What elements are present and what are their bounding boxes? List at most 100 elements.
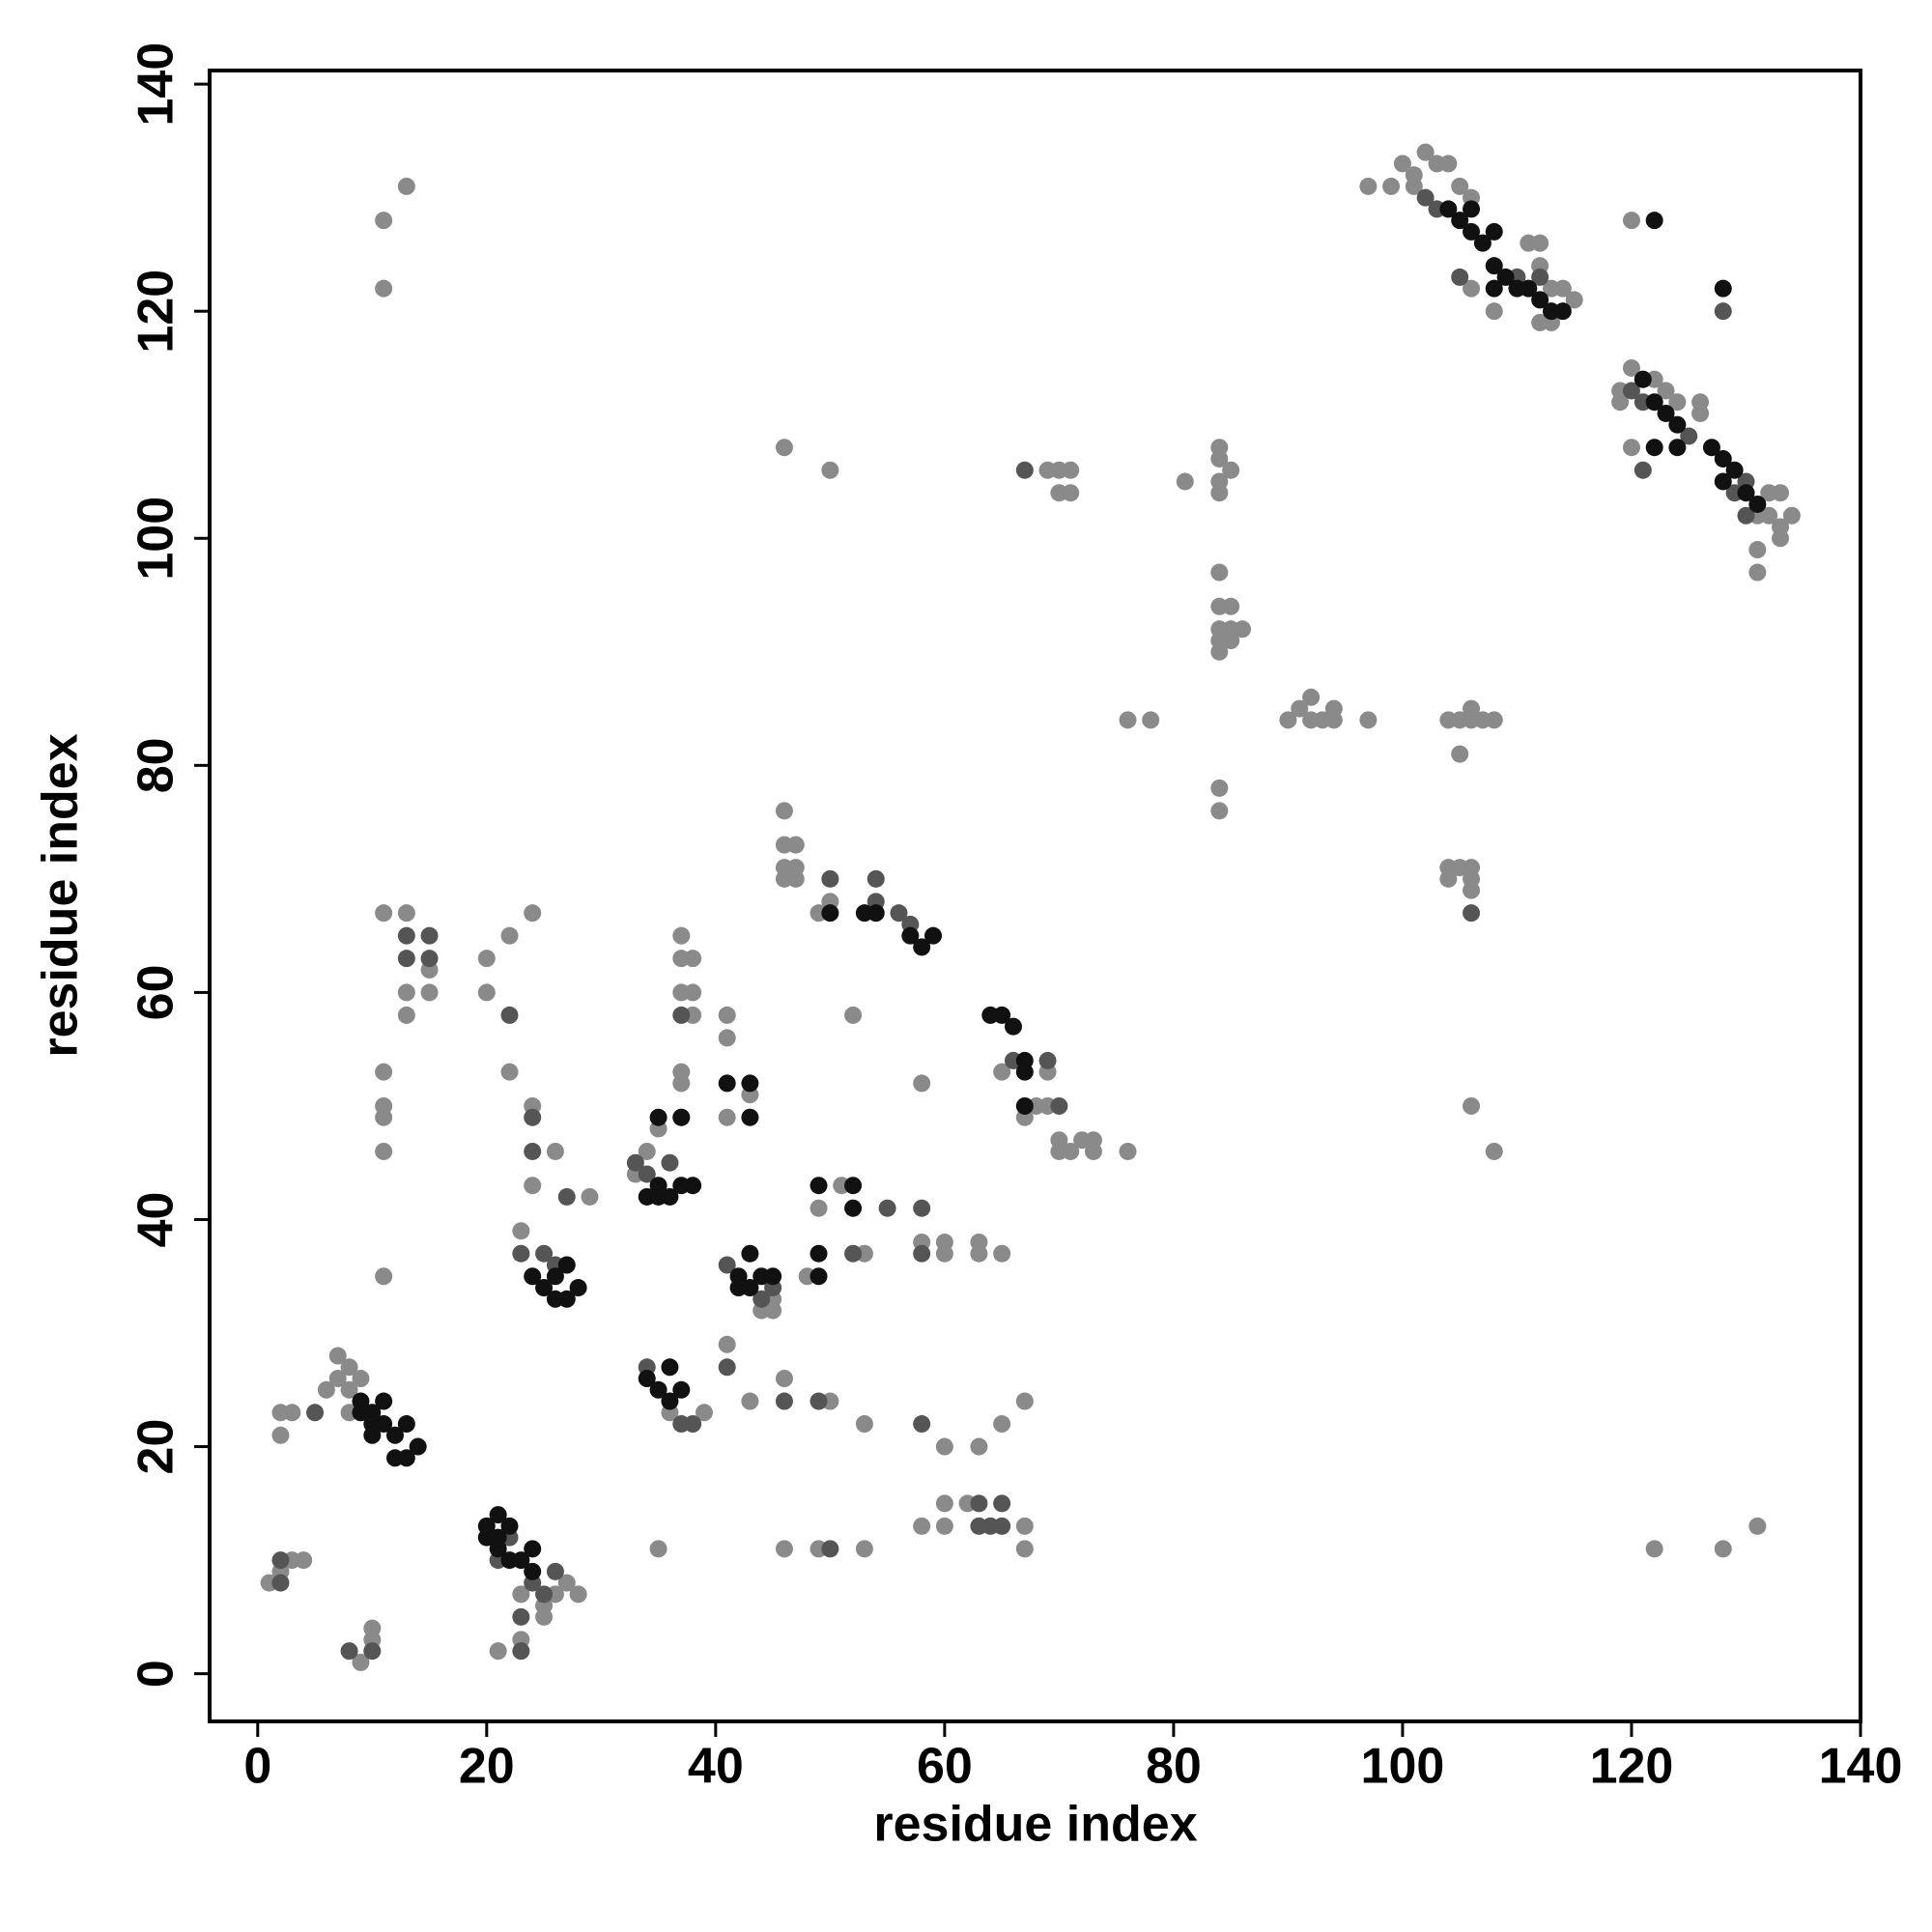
contact-point: [1038, 1051, 1057, 1069]
contact-point: [913, 938, 931, 956]
contact-point: [363, 1426, 382, 1444]
contact-point: [1668, 415, 1687, 434]
contact-point: [661, 1187, 679, 1206]
contact-point: [306, 1404, 325, 1422]
contact-point: [913, 1415, 931, 1434]
x-tick-label: 100: [1361, 1739, 1445, 1795]
contact-point: [1062, 484, 1080, 502]
contact-point: [489, 1540, 507, 1558]
contact-point: [1657, 382, 1675, 400]
contact-point: [1084, 1142, 1102, 1160]
contact-point: [764, 1267, 782, 1286]
contact-point: [718, 1074, 736, 1093]
contact-point: [935, 1517, 953, 1535]
contact-point: [844, 1177, 863, 1195]
contact-point: [1691, 404, 1710, 422]
y-tick-label: 140: [128, 43, 185, 127]
contact-point: [913, 1199, 931, 1217]
contact-point: [970, 1517, 988, 1535]
contact-point: [741, 1074, 759, 1093]
contact-point: [1473, 234, 1492, 252]
x-axis-label: residue index: [873, 1797, 1197, 1853]
contact-point: [1463, 904, 1481, 923]
contact-point: [1004, 1017, 1022, 1036]
contact-point: [913, 1074, 931, 1093]
contact-point: [385, 1426, 404, 1444]
contact-point: [535, 1607, 554, 1626]
contact-point: [581, 1187, 599, 1206]
contact-point: [1485, 279, 1503, 298]
contact-point: [546, 1267, 564, 1286]
contact-point: [397, 177, 415, 195]
contact-point: [913, 1517, 931, 1535]
contact-point: [1393, 155, 1411, 173]
contact-point: [1015, 1096, 1034, 1115]
contact-point: [477, 983, 496, 1002]
contact-point: [397, 983, 415, 1002]
contact-point: [649, 1108, 668, 1126]
contact-point: [569, 1585, 587, 1604]
contact-point: [1382, 177, 1401, 195]
contact-point: [661, 1358, 679, 1377]
contact-point: [1416, 143, 1435, 161]
contact-point: [1531, 291, 1549, 309]
contact-point: [1485, 711, 1503, 729]
contact-point: [775, 1540, 793, 1558]
contact-point: [1668, 439, 1687, 457]
contact-point: [397, 904, 415, 923]
contact-point: [1463, 699, 1481, 718]
contact-point: [1015, 461, 1034, 479]
contact-point: [993, 1244, 1011, 1263]
contact-point: [1359, 177, 1378, 195]
contact-point: [810, 1244, 828, 1263]
contact-point: [638, 1165, 656, 1183]
x-tick-label: 60: [917, 1739, 973, 1795]
contact-point: [363, 1619, 382, 1637]
contact-point: [1463, 1096, 1481, 1115]
contact-point: [1279, 711, 1297, 729]
contact-point: [512, 1585, 530, 1604]
contact-point: [1485, 222, 1503, 241]
contact-point: [844, 1199, 863, 1217]
contact-point: [1645, 393, 1663, 412]
x-tick-label: 0: [243, 1739, 271, 1795]
contact-point: [1234, 620, 1252, 639]
contact-point: [352, 1370, 370, 1388]
contact-point: [1772, 484, 1790, 502]
contact-point: [1553, 279, 1572, 298]
contact-point: [524, 1267, 542, 1286]
contact-point: [1760, 506, 1778, 525]
contact-point: [1015, 1540, 1034, 1558]
contact-point: [1520, 279, 1538, 298]
contact-point: [375, 904, 393, 923]
contact-point: [844, 1244, 863, 1263]
contact-point: [855, 1540, 873, 1558]
contact-point: [271, 1426, 290, 1444]
contact-point: [741, 1392, 759, 1410]
contact-point: [1668, 393, 1687, 412]
x-tick-label: 20: [459, 1739, 515, 1795]
contact-point: [1772, 529, 1790, 548]
contact-point: [1210, 642, 1229, 661]
contact-point: [524, 1142, 542, 1160]
contact-point: [524, 1562, 542, 1580]
contact-point: [684, 983, 702, 1002]
contact-point: [340, 1642, 358, 1661]
contact-point: [1737, 484, 1755, 502]
contact-point: [397, 1449, 415, 1467]
contact-point: [753, 1290, 771, 1308]
contact-point: [1119, 1142, 1137, 1160]
contact-point: [535, 1279, 554, 1297]
contact-point: [1748, 495, 1767, 513]
contact-point: [363, 1642, 382, 1661]
contact-point: [935, 1494, 953, 1513]
contact-point: [1622, 212, 1640, 230]
contact-point: [1463, 222, 1481, 241]
contact-point: [935, 1244, 953, 1263]
y-tick-label: 0: [128, 1660, 185, 1688]
contact-point: [718, 1335, 736, 1353]
contact-point: [867, 904, 885, 923]
contact-point: [328, 1370, 347, 1388]
contact-point: [718, 1006, 736, 1024]
contact-point: [375, 1063, 393, 1081]
